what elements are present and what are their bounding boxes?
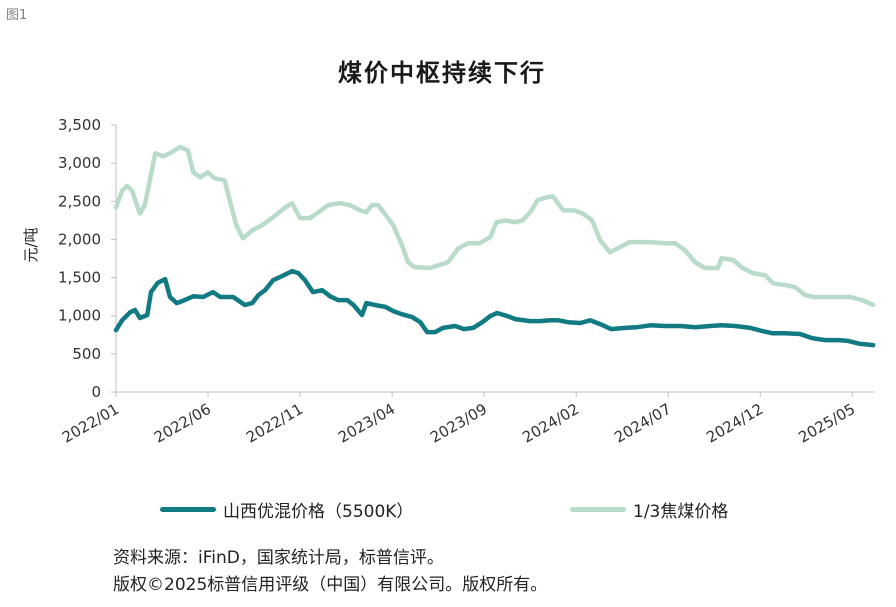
y-tick-label: 2,500: [58, 192, 101, 210]
x-tick-label: 2024/07: [611, 400, 674, 447]
legend-item-shanxi-coal: 山西优混价格（5500K）: [160, 498, 414, 522]
y-tick-label: 500: [72, 345, 101, 363]
legend-swatch-coking-coal: [570, 506, 626, 512]
x-tick-label: 2023/04: [335, 400, 398, 447]
axes: 0 500 1,000 1,500 2,000 2,500 3,000 3,500 2022/0…: [58, 116, 875, 447]
y-tick-label: 1,500: [58, 269, 101, 287]
legend-label-shanxi-coal: 山西优混价格（5500K）: [223, 501, 414, 522]
legend-label-coking-coal: 1/3焦煤价格: [633, 501, 729, 522]
x-tick-label: 2023/09: [427, 400, 490, 447]
y-tick-label: 0: [91, 383, 101, 401]
x-tick-label: 2022/01: [59, 400, 122, 447]
series-line-coking-coal-price: [113, 144, 876, 308]
chart-title: 煤价中枢持续下行: [338, 59, 546, 87]
x-tick-label: 2024/02: [519, 400, 582, 447]
legend-item-coking-coal: 1/3焦煤价格: [570, 498, 729, 522]
y-axis-label: 元/吨: [22, 227, 40, 262]
copyright-note: 版权©2025标普信用评级（中国）有限公司。版权所有。: [113, 575, 548, 595]
x-tick-label: 2025/05: [795, 400, 858, 447]
x-tick-label: 2022/06: [151, 400, 214, 447]
y-tick-label: 2,000: [58, 230, 101, 248]
x-tick-label: 2024/12: [703, 400, 766, 447]
y-tick-label: 1,000: [58, 307, 101, 325]
y-tick-label: 3,000: [58, 154, 101, 172]
source-note: 资料来源：iFinD，国家统计局，标普信评。: [113, 548, 444, 568]
series-lines: [113, 144, 876, 348]
source-notes: 资料来源：iFinD，国家统计局，标普信评。 版权©2025标普信用评级（中国）…: [113, 545, 547, 599]
legend-swatch-shanxi-coal: [160, 506, 216, 512]
series-line-shanxi-coal-price: [113, 268, 876, 348]
y-tick-label: 3,500: [58, 116, 101, 134]
x-tick-label: 2022/11: [243, 400, 306, 447]
figure-label: 图1: [6, 8, 28, 23]
